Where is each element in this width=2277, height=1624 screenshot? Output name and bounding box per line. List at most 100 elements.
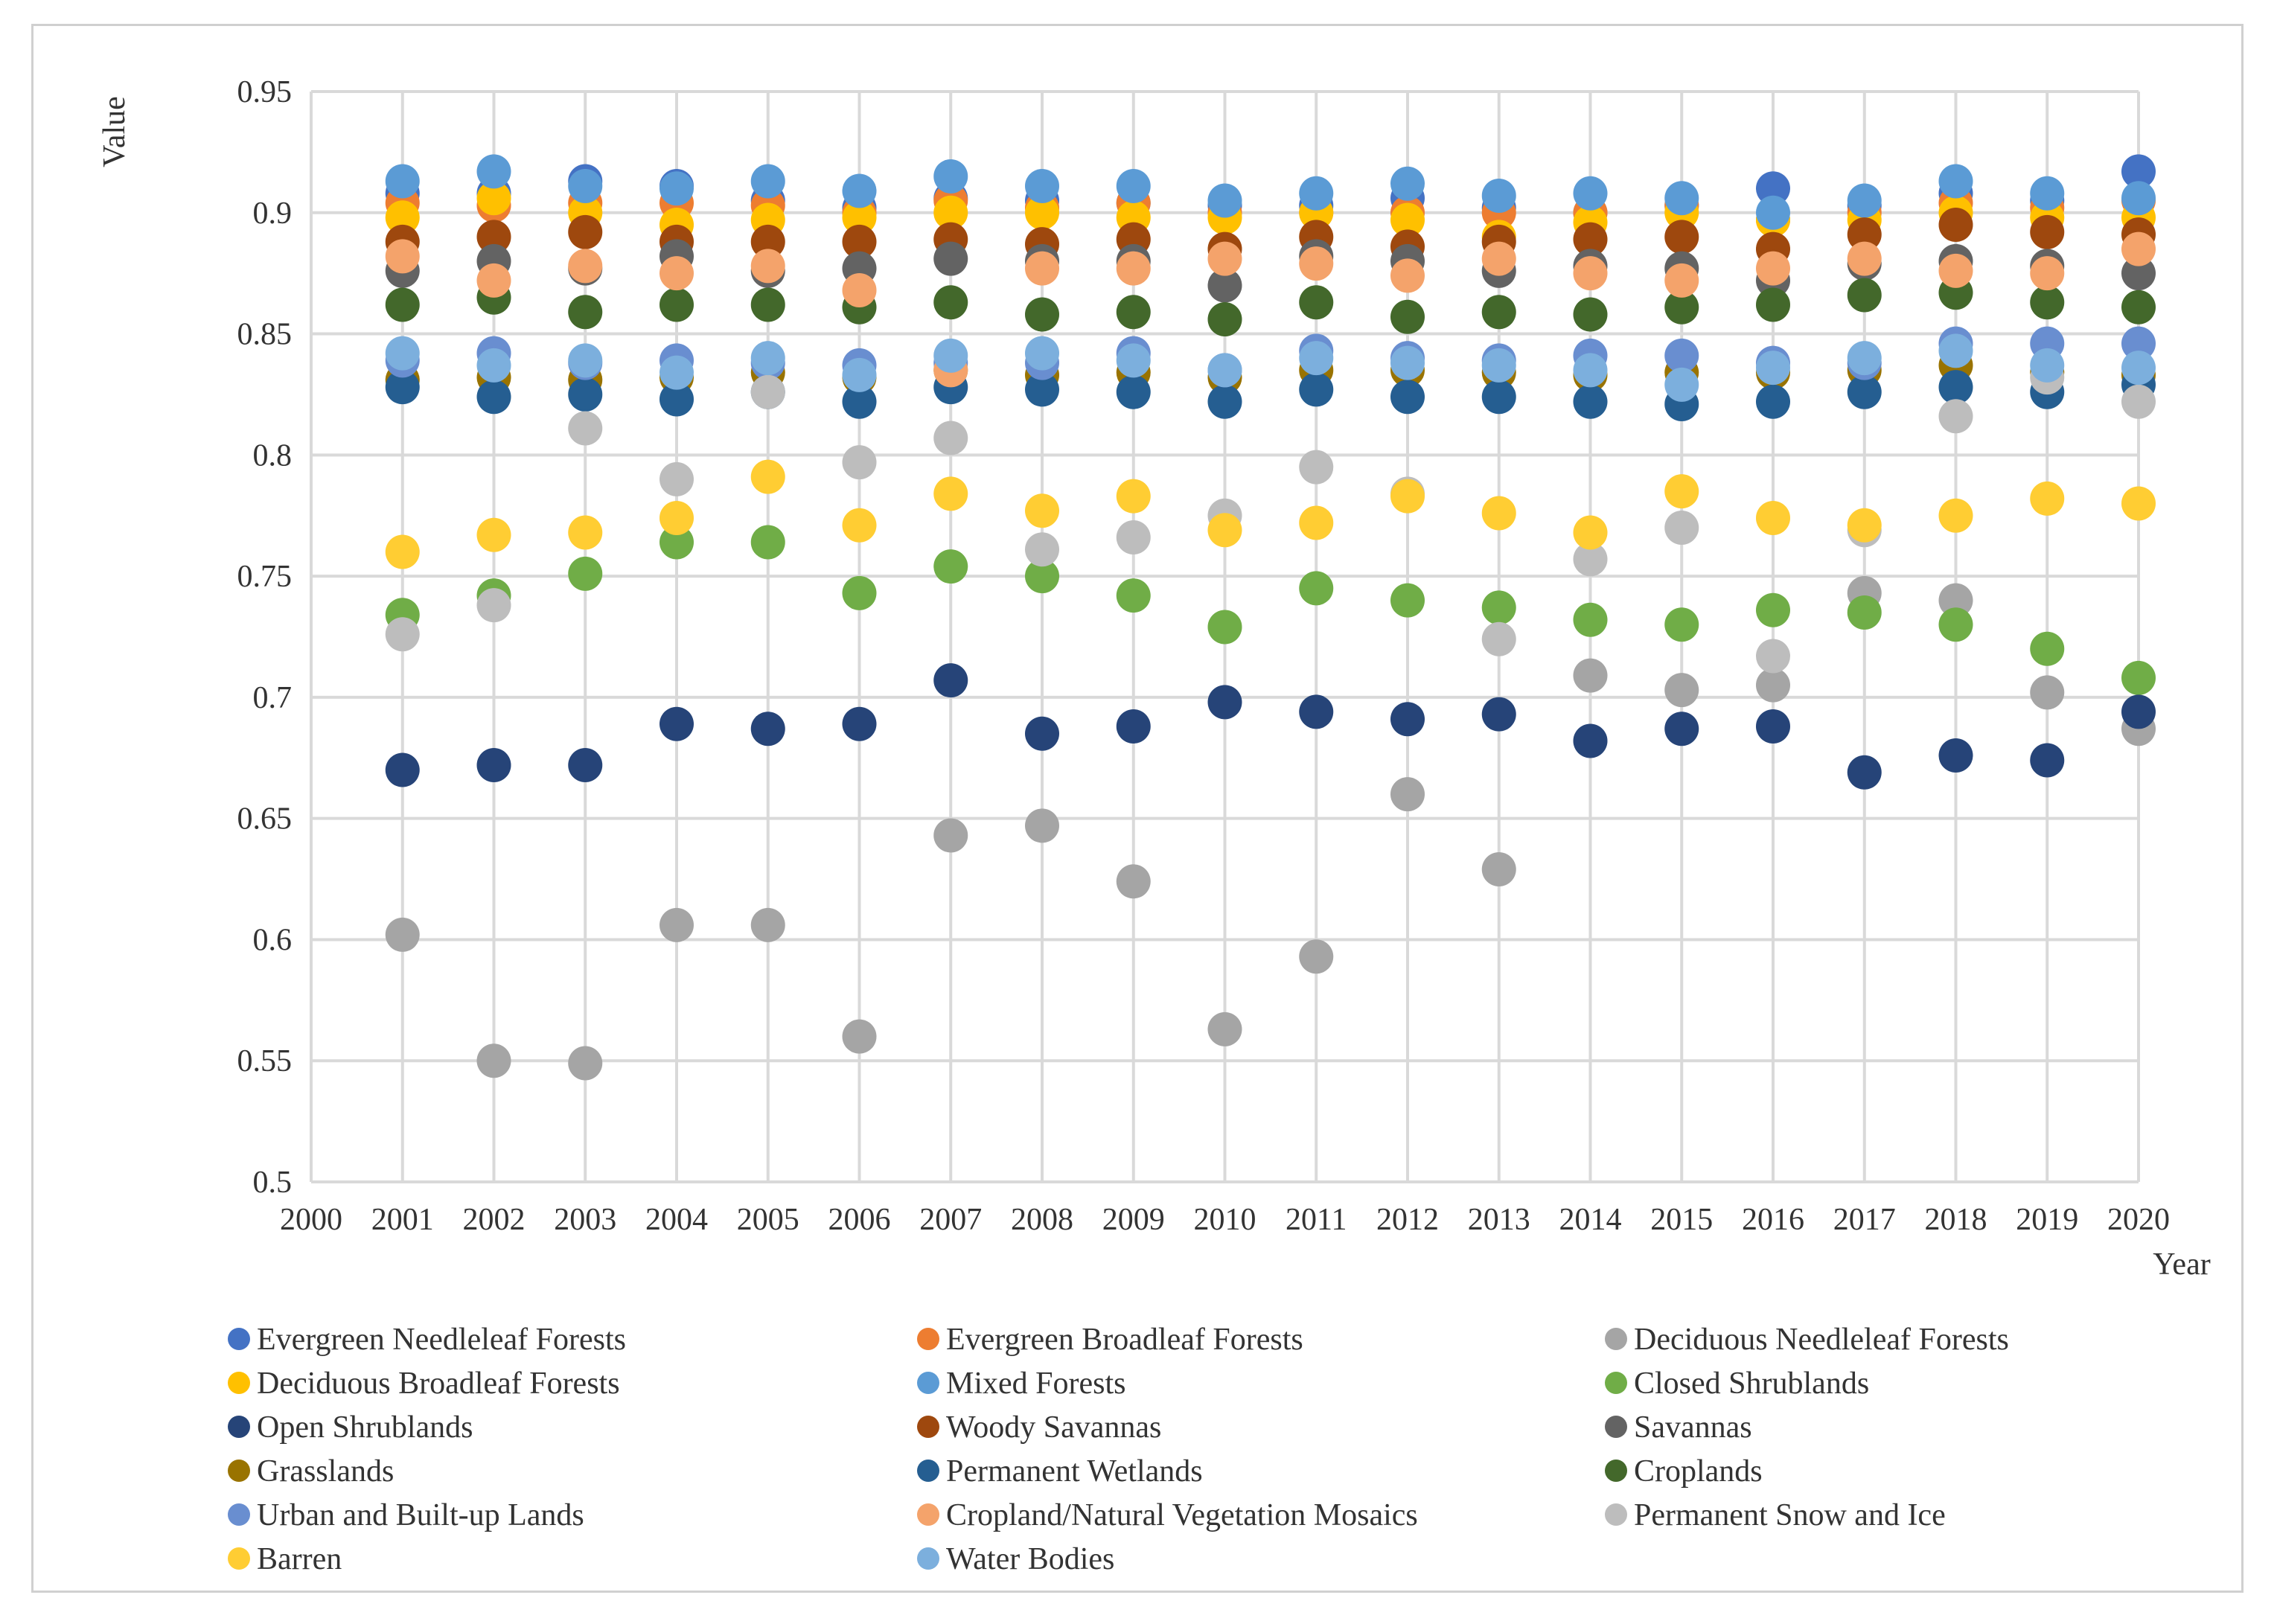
data-point [660,461,694,496]
data-point [1116,709,1151,744]
data-point [1299,505,1334,540]
data-point [842,384,877,419]
data-point [1938,370,1973,405]
series-14 [385,360,2156,674]
data-point [568,1046,603,1081]
data-point [1481,241,1516,276]
data-point [933,818,968,853]
data-point [1664,181,1699,216]
data-point [1116,295,1151,330]
data-point [385,917,420,952]
data-point [2030,256,2065,291]
series-3 [385,181,2156,255]
data-point [568,377,603,412]
data-point [1664,220,1699,255]
data-point [933,241,968,276]
data-point [933,285,968,320]
data-point [1207,513,1242,548]
data-point [1390,380,1425,415]
data-point [1756,384,1790,419]
data-point [750,525,785,560]
data-point [1938,164,1973,199]
legend-item: Evergreen Broadleaf Forests [917,1323,1303,1357]
data-point [750,374,785,409]
data-point [476,263,511,298]
data-point [1116,578,1151,613]
data-point [1664,712,1699,747]
data-point [1207,1011,1242,1046]
data-point [1664,511,1699,545]
data-point [2030,285,2065,320]
data-point [1025,532,1059,567]
data-point [2121,181,2156,216]
data-point [2121,231,2156,266]
data-point [1756,195,1790,230]
data-point [842,706,877,741]
data-point [842,173,877,208]
data-point [933,421,968,455]
legend-marker [1605,1328,1627,1350]
data-point [1390,166,1425,201]
legend-label: Permanent Wetlands [946,1454,1203,1489]
series-13 [385,231,2156,388]
legend-item: Barren [228,1542,342,1576]
data-point [1573,723,1608,758]
data-point [842,508,877,543]
data-point [1573,353,1608,388]
data-point [842,357,877,392]
data-point [1025,808,1059,843]
legend-label: Cropland/Natural Vegetation Mosaics [946,1498,1418,1532]
data-point [2030,348,2065,383]
series-2 [385,575,2156,1081]
data-point [1116,168,1151,203]
data-point [1390,702,1425,737]
data-point [476,220,511,255]
data-point [660,171,694,206]
data-point [1481,295,1516,330]
data-point [750,249,785,284]
legend-label: Deciduous Broadleaf Forests [257,1366,620,1401]
x-tick-label: 2016 [1742,1203,1804,1237]
data-point [933,195,968,230]
data-point [385,164,420,199]
data-point [385,200,420,235]
data-point [1481,590,1516,625]
legend-label: Woody Savannas [946,1410,1161,1445]
x-tick-label: 2006 [828,1203,891,1237]
data-point [1390,299,1425,334]
data-point [750,224,785,259]
data-point [1847,755,1882,790]
data-point [2121,290,2156,325]
series-0 [385,154,2156,230]
data-point [660,382,694,417]
x-tick-label: 2010 [1194,1203,1256,1237]
data-point [385,534,420,569]
data-point [1207,241,1242,276]
data-point [660,287,694,322]
data-point [750,907,785,942]
data-point [385,287,420,322]
data-point [1756,709,1790,744]
data-point [660,525,694,560]
data-point [1207,685,1242,720]
data-point [660,500,694,535]
legend-item: Deciduous Broadleaf Forests [228,1366,620,1401]
series-5 [385,525,2156,695]
data-point [660,355,694,390]
x-tick-label: 2009 [1102,1203,1165,1237]
data-point [2121,351,2156,386]
data-point [1756,351,1790,386]
data-point [933,663,968,698]
data-point [1390,583,1425,618]
data-point [1390,479,1425,514]
y-tick-label: 0.9 [253,196,293,231]
legend-label: Croplands [1634,1454,1763,1489]
data-point [1938,738,1973,773]
legend: Evergreen Needleleaf Forests Evergreen Br… [228,1323,2009,1576]
legend-marker [228,1416,250,1438]
y-tick-label: 0.95 [237,75,293,109]
data-point [1756,592,1790,627]
legend-marker [917,1372,939,1394]
data-point [1390,777,1425,812]
series-7 [385,208,2156,266]
